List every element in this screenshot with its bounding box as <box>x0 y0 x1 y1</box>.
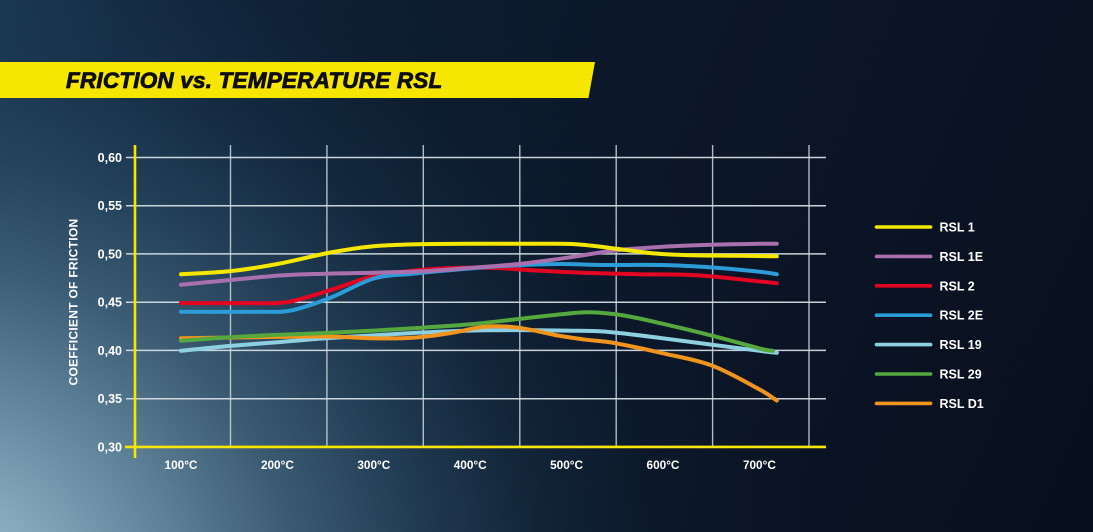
svg-text:400°C: 400°C <box>454 458 487 472</box>
svg-text:300°C: 300°C <box>357 458 390 472</box>
svg-text:500°C: 500°C <box>550 458 583 472</box>
svg-text:0,50: 0,50 <box>98 247 122 261</box>
svg-text:100°C: 100°C <box>165 458 198 472</box>
svg-text:COEFFICIENT OF FRICTION: COEFFICIENT OF FRICTION <box>67 219 81 386</box>
svg-text:0,30: 0,30 <box>98 440 122 454</box>
svg-text:RSL 1E: RSL 1E <box>940 250 984 264</box>
svg-text:200°C: 200°C <box>261 458 294 472</box>
svg-text:0,40: 0,40 <box>98 344 122 358</box>
svg-text:RSL 29: RSL 29 <box>940 368 982 382</box>
svg-text:RSL D1: RSL D1 <box>940 397 984 411</box>
svg-text:RSL 2: RSL 2 <box>940 279 975 293</box>
svg-text:0,55: 0,55 <box>98 199 122 213</box>
svg-text:0,35: 0,35 <box>98 392 122 406</box>
svg-text:RSL 1: RSL 1 <box>940 221 975 235</box>
svg-text:RSL 2E: RSL 2E <box>940 309 984 323</box>
svg-text:0,45: 0,45 <box>98 296 122 310</box>
svg-text:700°C: 700°C <box>743 458 776 472</box>
svg-text:RSL 19: RSL 19 <box>940 338 982 352</box>
svg-text:0,60: 0,60 <box>98 151 122 165</box>
svg-text:600°C: 600°C <box>647 458 680 472</box>
